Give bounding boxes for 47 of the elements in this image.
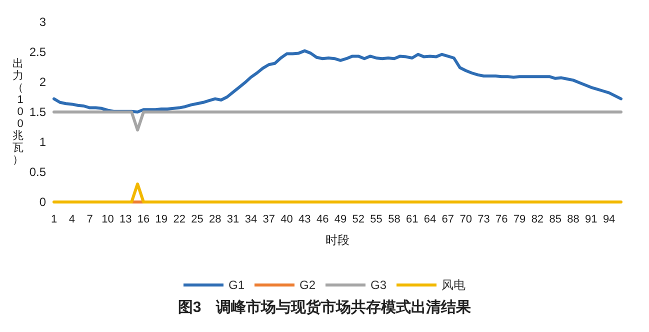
- x-tick-label: 76: [496, 214, 508, 226]
- x-tick-label: 67: [442, 214, 454, 226]
- line-series: [52, 49, 622, 114]
- x-tick-label: 49: [334, 214, 347, 226]
- x-tick-label: 4: [68, 214, 75, 226]
- x-tick-label: 94: [602, 214, 616, 226]
- legend-label: G2: [299, 278, 316, 292]
- x-tick-label: 79: [513, 214, 526, 226]
- x-tick-label: 52: [352, 214, 365, 226]
- x-tick-label: 31: [226, 214, 240, 226]
- x-tick-label: 55: [370, 214, 382, 226]
- x-tick-label: 64: [424, 214, 436, 226]
- x-tick-label: 46: [316, 214, 329, 226]
- x-tick-label: 19: [155, 214, 168, 226]
- x-tick-label: 34: [244, 214, 258, 226]
- x-tick-label: 37: [262, 214, 275, 226]
- x-tick-label: 61: [406, 214, 418, 226]
- x-tick-label: 7: [86, 214, 93, 226]
- text: 图3 调峰市场与现货市场共存模式出清结果: [178, 298, 472, 316]
- y-tick-label: 2.5: [29, 45, 46, 59]
- x-tick-label: 25: [191, 214, 204, 226]
- legend-label: G1: [228, 278, 245, 292]
- x-tick-label: 88: [567, 214, 580, 226]
- y-tick-label: 0: [39, 195, 46, 209]
- x-tick-label: 22: [173, 214, 186, 226]
- y-tick-label: 1: [39, 135, 46, 149]
- x-tick-label: 16: [137, 214, 150, 226]
- x-tick-label: 28: [209, 214, 222, 226]
- x-tick-label: 85: [549, 214, 562, 226]
- x-axis-title: 时段: [326, 233, 350, 247]
- x-tick-label: 82: [531, 214, 544, 226]
- x-tick-label: 13: [119, 214, 132, 226]
- legend-label: 风电: [442, 278, 466, 292]
- x-tick-label: 10: [102, 214, 114, 226]
- y-tick-label: 0.5: [29, 165, 46, 179]
- y-tick-label: 1.5: [29, 105, 46, 119]
- x-tick-label: 91: [585, 214, 598, 226]
- x-tick-label: 70: [460, 214, 472, 226]
- x-tick-label: 40: [280, 214, 293, 226]
- legend-label: G3: [370, 278, 387, 292]
- x-tick-label: 43: [298, 214, 311, 226]
- x-tick-label: 73: [478, 214, 490, 226]
- y-tick-label: 3: [39, 15, 46, 29]
- text: 出力（100兆瓦）: [12, 58, 24, 166]
- x-tick-label: 1: [50, 214, 58, 226]
- y-tick-label: 2: [39, 75, 46, 89]
- x-tick-label: 58: [388, 214, 400, 226]
